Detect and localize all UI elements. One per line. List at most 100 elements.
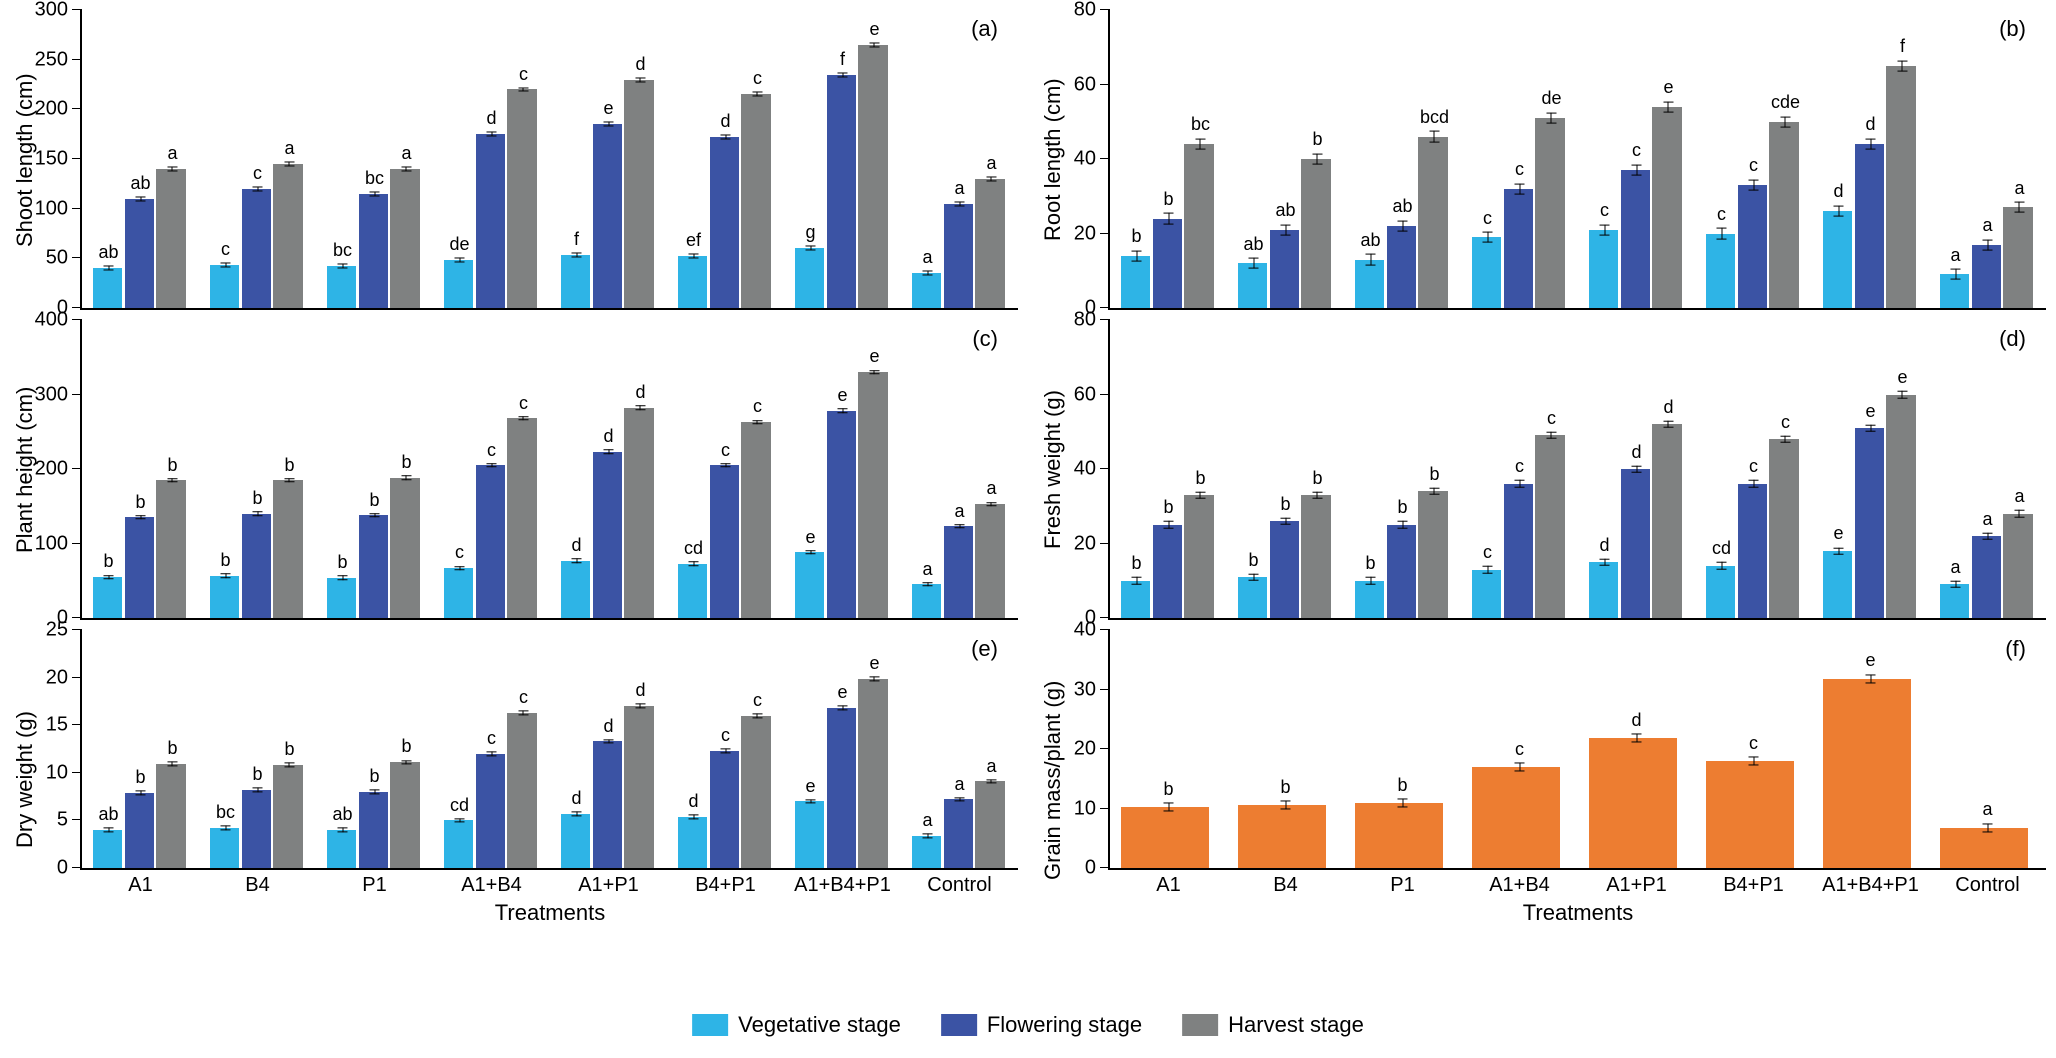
y-tick-label: 5 <box>57 809 82 832</box>
bar <box>1769 439 1798 618</box>
bar <box>1355 260 1384 308</box>
bar <box>1652 107 1681 308</box>
sig-letter: ab <box>1275 200 1295 221</box>
bar <box>944 204 973 308</box>
bar <box>1823 211 1852 308</box>
bar <box>476 465 505 618</box>
bar <box>1886 395 1915 619</box>
y-tick-label: 25 <box>46 619 82 642</box>
x-tick-label: P1 <box>1390 868 1414 897</box>
panel-tag: (f) <box>2005 636 2026 662</box>
sig-letter: c <box>519 393 528 414</box>
sig-letter: c <box>455 542 464 563</box>
y-tick-label: 15 <box>46 714 82 737</box>
bar <box>1823 551 1852 618</box>
panel-tag: (e) <box>971 636 998 662</box>
figure: Shoot length (cm)(a)050100150200250300ab… <box>10 10 2046 1048</box>
sig-letter: ab <box>99 804 119 825</box>
legend: Vegetative stageFlowering stageHarvest s… <box>692 1012 1364 1038</box>
sig-letter: a <box>1951 245 1961 266</box>
y-tick-label: 40 <box>1074 619 1110 642</box>
sig-letter: b <box>369 490 379 511</box>
y-tick-label: 100 <box>35 197 82 220</box>
bar <box>390 762 419 868</box>
y-tick-label: 0 <box>1085 857 1110 880</box>
plot-area: (e)0510152025A1abbbB4bcbbP1abbbA1+B4cdcc… <box>80 630 1018 870</box>
bar <box>1301 495 1330 618</box>
bar <box>507 89 536 308</box>
y-tick-label: 60 <box>1074 383 1110 406</box>
x-tick-label: A1 <box>128 868 152 897</box>
sig-letter: a <box>923 247 933 268</box>
y-axis-label: Dry weight (g) <box>10 630 40 930</box>
sig-letter: d <box>1865 114 1875 135</box>
bar <box>741 422 770 618</box>
sig-letter: c <box>487 728 496 749</box>
y-tick-label: 40 <box>1074 458 1110 481</box>
bar <box>1738 484 1767 618</box>
bar <box>624 706 653 868</box>
sig-letter: a <box>401 143 411 164</box>
sig-letter: b <box>1280 777 1290 798</box>
panel-c: Plant height (cm)(c)0100200300400bbbbbbb… <box>10 320 1018 620</box>
sig-letter: d <box>720 111 730 132</box>
bar <box>1121 256 1150 308</box>
bar <box>210 265 239 308</box>
sig-letter: cde <box>1771 92 1800 113</box>
bar <box>1589 562 1618 618</box>
sig-letter: d <box>635 680 645 701</box>
bar <box>1589 738 1677 868</box>
sig-letter: b <box>1366 553 1376 574</box>
y-tick-label: 300 <box>35 0 82 22</box>
bar <box>327 578 356 618</box>
legend-swatch <box>941 1014 977 1036</box>
sig-letter: b <box>338 552 348 573</box>
y-tick-label: 200 <box>35 458 82 481</box>
bar <box>1387 525 1416 618</box>
sig-letter: d <box>572 788 582 809</box>
bar <box>593 741 622 868</box>
sig-letter: c <box>1515 456 1524 477</box>
sig-letter: a <box>1982 509 1992 530</box>
x-tick-label: Control <box>1955 868 2019 897</box>
bar <box>156 764 185 868</box>
sig-letter: b <box>167 455 177 476</box>
bar <box>858 372 887 618</box>
y-tick-label: 20 <box>1074 222 1110 245</box>
bar <box>1153 525 1182 618</box>
x-axis-label: Treatments <box>1523 900 1633 926</box>
bar <box>125 517 154 618</box>
bar <box>390 169 419 308</box>
legend-item: Harvest stage <box>1182 1012 1364 1038</box>
sig-letter: a <box>954 178 964 199</box>
panel-f: Grain mass/plant (g)(f)010203040A1bB4bP1… <box>1038 630 2046 930</box>
bar <box>1535 435 1564 618</box>
sig-letter: b <box>167 738 177 759</box>
bar <box>1535 118 1564 308</box>
bar <box>1706 234 1735 309</box>
sig-letter: ab <box>130 173 150 194</box>
x-tick-label: B4 <box>245 868 269 897</box>
bar <box>1184 495 1213 618</box>
sig-letter: e <box>1865 650 1875 671</box>
bar <box>858 45 887 308</box>
bar <box>593 124 622 308</box>
y-tick-label: 10 <box>46 761 82 784</box>
sig-letter: e <box>869 653 879 674</box>
bar <box>93 830 122 868</box>
y-tick-label: 80 <box>1074 0 1110 22</box>
sig-letter: b <box>1397 497 1407 518</box>
bar <box>1769 122 1798 308</box>
sig-letter: a <box>986 756 996 777</box>
sig-letter: b <box>135 767 145 788</box>
sig-letter: c <box>1515 739 1524 760</box>
panel-tag: (b) <box>1999 16 2026 42</box>
sig-letter: c <box>1515 159 1524 180</box>
panel-tag: (a) <box>971 16 998 42</box>
sig-letter: d <box>486 108 496 129</box>
bar <box>359 792 388 868</box>
legend-item: Flowering stage <box>941 1012 1142 1038</box>
x-tick-label: P1 <box>362 868 386 897</box>
bar <box>795 248 824 308</box>
bar <box>273 164 302 308</box>
